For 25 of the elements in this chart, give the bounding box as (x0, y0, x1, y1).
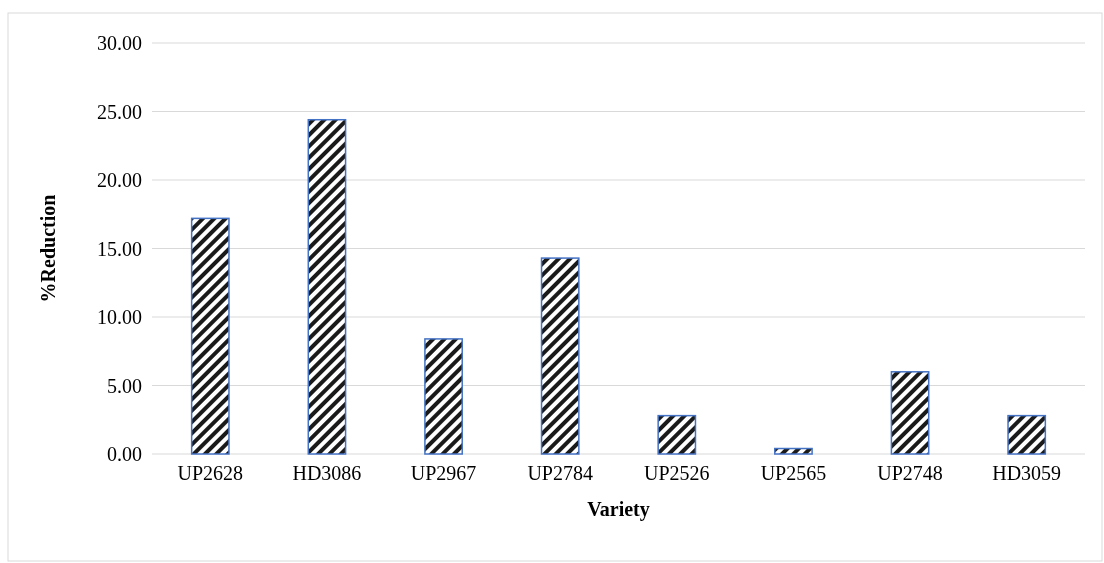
bar (540, 257, 580, 455)
bar (307, 118, 347, 455)
x-tick-label: HD3086 (292, 462, 362, 484)
x-tick-label: HD3059 (992, 462, 1062, 484)
bar (774, 447, 813, 455)
x-tick-label: UP2748 (877, 462, 943, 484)
y-tick-label: 10.00 (97, 306, 142, 328)
x-tick-label: UP2784 (527, 462, 593, 484)
bar (890, 371, 930, 455)
y-tick-label: 5.00 (107, 374, 142, 397)
y-tick-label: 15.00 (97, 237, 142, 260)
bar (424, 338, 463, 455)
bar (1007, 414, 1047, 455)
y-tick-label: 30.00 (97, 32, 142, 54)
y-tick-label: 25.00 (97, 100, 142, 123)
x-tick-label: UP2967 (410, 462, 477, 484)
y-tick-label: 20.00 (97, 169, 142, 191)
bar (657, 414, 697, 455)
x-tick-label: UP2565 (760, 462, 827, 484)
x-tick-label: UP2628 (177, 462, 244, 484)
bar (190, 217, 230, 455)
x-tick-label: UP2526 (644, 462, 710, 484)
y-axis-title: %Reduction (37, 194, 59, 303)
x-axis-title: Variety (587, 498, 650, 521)
y-tick-label: 0.00 (107, 443, 142, 465)
